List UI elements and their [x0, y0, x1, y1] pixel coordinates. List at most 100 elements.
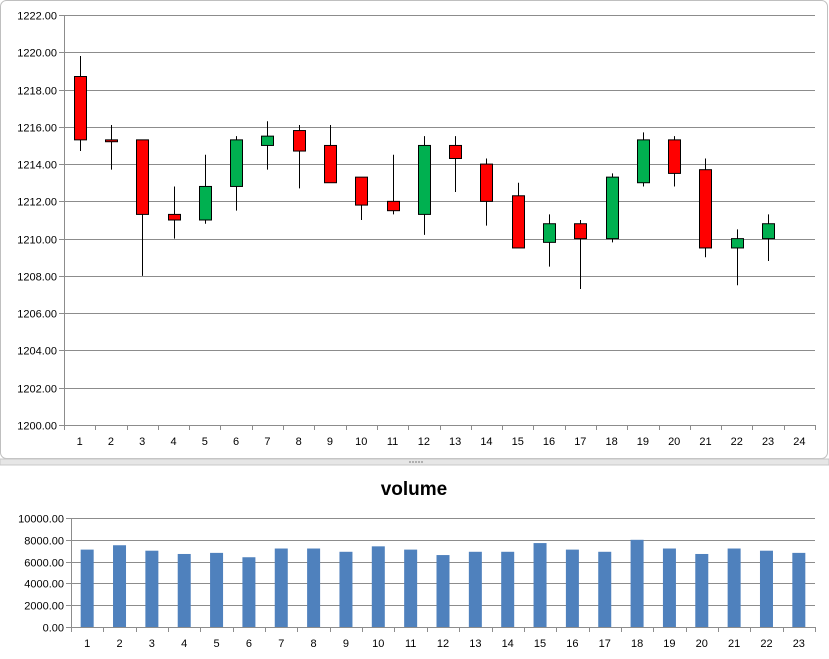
candle-20 [668, 136, 681, 187]
volume-x-tick-label: 4 [181, 638, 187, 650]
splitter-grip[interactable] [409, 461, 423, 463]
x-tick-label: 19 [637, 436, 649, 448]
volume-y-tick-label: 4000.00 [24, 579, 64, 591]
x-tick-label: 5 [202, 436, 208, 448]
x-tick-label: 9 [327, 436, 333, 448]
volume-y-tick-label: 8000.00 [24, 536, 64, 548]
y-tick-label: 1208.00 [17, 272, 57, 284]
candle-body [355, 176, 368, 206]
candle-body [136, 139, 149, 215]
candle-6 [230, 136, 243, 211]
candle-14 [480, 158, 493, 226]
candle-body [512, 195, 525, 249]
candle-19 [637, 132, 650, 187]
x-tick-label: 22 [731, 436, 743, 448]
volume-y-tick-label: 2000.00 [24, 601, 64, 613]
volume-bar-8 [307, 548, 321, 627]
x-tick-label: 15 [512, 436, 524, 448]
y-tick-label: 1218.00 [17, 86, 57, 98]
candle-body [449, 144, 462, 159]
y-tick-label: 1202.00 [17, 384, 57, 396]
candle-body [324, 144, 337, 184]
x-tick-label: 3 [139, 436, 145, 448]
candle-22 [731, 229, 744, 286]
volume-chart-title: volume [381, 479, 448, 500]
candle-body [418, 144, 431, 215]
volume-x-tick-label: 11 [405, 638, 416, 650]
x-tick-label: 4 [170, 436, 176, 448]
y-tick-label: 1220.00 [17, 48, 57, 60]
volume-bar-13 [468, 551, 482, 627]
volume-y-tick-label: 6000.00 [24, 558, 64, 570]
x-tick-label: 6 [233, 436, 239, 448]
volume-bar-15 [533, 543, 547, 627]
candle-11 [387, 154, 400, 215]
x-tick-label: 24 [793, 436, 805, 448]
x-tick-label: 12 [418, 436, 430, 448]
volume-bar-12 [436, 555, 450, 627]
volume-x-tick-label: 3 [149, 638, 155, 650]
candle-body [731, 238, 744, 249]
volume-bar-16 [565, 549, 579, 627]
candle-body [293, 130, 306, 152]
candle-2 [105, 124, 118, 170]
volume-bar-1 [80, 549, 94, 627]
candle-21 [699, 158, 712, 258]
volume-x-tick-label: 6 [246, 638, 252, 650]
volume-bar-2 [113, 545, 127, 627]
candle-body [606, 176, 619, 240]
volume-bar-14 [501, 551, 515, 627]
volume-y-tick-label: 0.00 [43, 623, 64, 635]
candle-5 [199, 154, 212, 224]
candlestick-chart: 1200.00 1202.00 1204.00 1206.00 1208.00 1210.… [17, 11, 816, 448]
candle-body [480, 163, 493, 202]
volume-x-tick-label: 16 [566, 638, 578, 650]
candle-body [261, 135, 274, 146]
volume-bar-18 [630, 539, 644, 627]
x-tick-label: 10 [355, 436, 367, 448]
volume-x-tick-label: 19 [663, 638, 675, 650]
volume-bar-20 [695, 553, 709, 627]
volume-x-tick-label: 13 [469, 638, 481, 650]
candle-10 [355, 176, 368, 220]
candle-15 [512, 182, 525, 249]
volume-x-tick-label: 18 [631, 638, 643, 650]
volume-x-tick-label: 15 [534, 638, 546, 650]
candle-23 [762, 214, 775, 261]
volume-y-tick-label: 10000.00 [18, 514, 64, 526]
candle-body [199, 185, 212, 221]
volume-x-tick-label: 10 [372, 638, 384, 650]
candle-8 [293, 124, 306, 189]
volume-x-tick-label: 2 [116, 638, 122, 650]
volume-x-tick-label: 14 [502, 638, 514, 650]
volume-bar-6 [242, 557, 256, 627]
y-tick-label: 1214.00 [17, 160, 57, 172]
x-tick-label: 23 [762, 436, 774, 448]
candle-body [637, 139, 650, 184]
candle-body [387, 200, 400, 212]
volume-bar-22 [759, 550, 773, 627]
x-tick-label: 16 [543, 436, 555, 448]
candle-12 [418, 136, 431, 235]
volume-bar-10 [371, 546, 385, 627]
candle-body [668, 139, 681, 174]
x-tick-label: 11 [387, 436, 398, 448]
volume-x-tick-label: 8 [311, 638, 317, 650]
candle-4 [168, 186, 181, 239]
x-tick-label: 21 [699, 436, 711, 448]
x-tick-label: 8 [296, 436, 302, 448]
candle-1 [74, 56, 87, 152]
volume-x-tick-label: 9 [343, 638, 349, 650]
candle-body [699, 169, 712, 249]
y-tick-label: 1210.00 [17, 235, 57, 247]
candle-13 [449, 136, 462, 193]
candle-body [762, 223, 775, 240]
candle-body [105, 139, 118, 143]
volume-bar-3 [145, 550, 159, 627]
volume-x-tick-label: 23 [793, 638, 805, 650]
panel-splitter[interactable] [0, 458, 829, 466]
y-tick-label: 1212.00 [17, 197, 57, 209]
x-tick-label: 14 [480, 436, 492, 448]
candle-17 [574, 220, 587, 289]
